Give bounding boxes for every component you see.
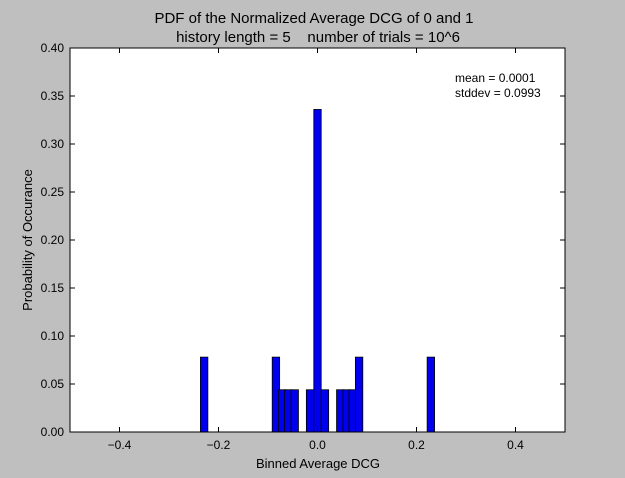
chart-subtitle: history length = 5 number of trials = 10… <box>176 29 460 46</box>
x-tick-label: 0.4 <box>507 438 524 452</box>
histogram-bar <box>320 389 330 433</box>
ticks <box>70 47 565 433</box>
x-tick-label: −0.4 <box>108 438 132 452</box>
y-tick-label: 0.10 <box>41 329 65 343</box>
x-tick-label: 0.2 <box>408 438 425 452</box>
x-tick-labels: −0.4 −0.2 0.0 0.2 0.4 <box>108 438 525 452</box>
chart-title: PDF of the Normalized Average DCG of 0 a… <box>154 10 473 27</box>
histogram-bar <box>290 389 299 433</box>
stddev-annotation: stddev = 0.0993 <box>455 86 541 100</box>
y-tick-label: 0.25 <box>41 185 65 199</box>
x-tick-label: −0.2 <box>207 438 231 452</box>
y-tick-label: 0.00 <box>41 425 65 439</box>
y-tick-label: 0.15 <box>41 281 65 295</box>
y-tick-label: 0.35 <box>41 89 65 103</box>
histogram-bar <box>354 356 364 433</box>
y-tick-label: 0.30 <box>41 137 65 151</box>
y-tick-label: 0.20 <box>41 233 65 247</box>
y-axis-label: Probability of Occurance <box>20 169 35 311</box>
y-tick-label: 0.40 <box>41 41 65 55</box>
histogram-bar <box>313 109 322 433</box>
y-tick-labels: 0.00 0.05 0.10 0.15 0.20 0.25 0.30 0.35 0.40 <box>41 41 65 439</box>
x-axis-label: Binned Average DCG <box>256 456 380 471</box>
histogram-bar <box>426 356 435 433</box>
mean-annotation: mean = 0.0001 <box>455 71 536 85</box>
histogram-bar <box>305 389 315 433</box>
x-tick-label: 0.0 <box>309 438 326 452</box>
histogram-bar <box>200 356 209 433</box>
y-tick-label: 0.05 <box>41 377 65 391</box>
